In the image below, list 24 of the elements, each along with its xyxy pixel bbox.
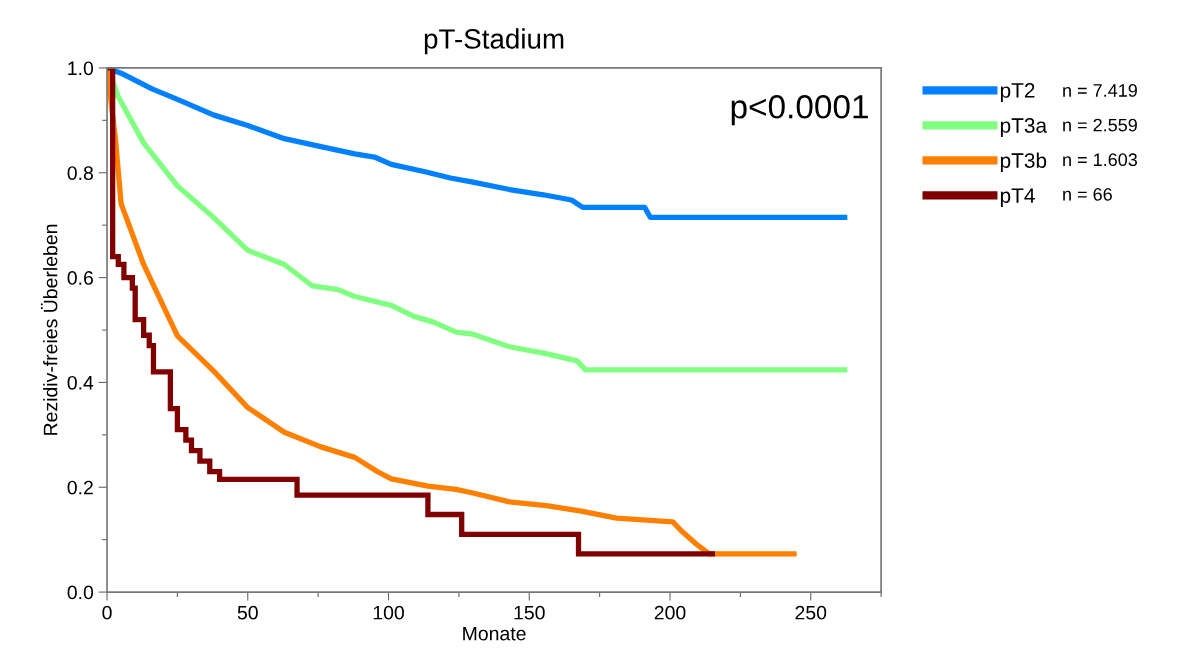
legend-label: pT2 — [1000, 83, 1035, 102]
y-axis-title: Rezidiv-freies Überleben — [40, 224, 58, 435]
chart-title: pT-Stadium — [424, 28, 564, 55]
text: n = 1.603 — [1063, 153, 1138, 167]
y-tick-label: 0.8 — [67, 166, 93, 180]
legend-label: pT3b — [1000, 152, 1047, 173]
x-tick-label: 100 — [373, 605, 404, 620]
y-tick-label: 0.6 — [67, 271, 93, 285]
y-tick-label: 0.2 — [67, 480, 93, 495]
annotation: p<0.0001 — [731, 95, 868, 126]
text: n = 7.419 — [1063, 84, 1137, 97]
x-tick-label: 250 — [795, 605, 827, 620]
x-axis-title: Monate — [463, 626, 526, 641]
legend-label: pT4 — [1000, 188, 1035, 208]
x-tick-label: 200 — [654, 605, 686, 620]
text: n = 66 — [1063, 187, 1112, 201]
y-tick-label: 1.0 — [68, 61, 94, 76]
x-tick-label: 0 — [102, 605, 112, 620]
x-tick-label: 150 — [514, 605, 545, 620]
text: n = 2.559 — [1063, 118, 1137, 132]
legend-label: pT3a — [1000, 118, 1048, 137]
y-tick-label: 0.4 — [67, 375, 94, 390]
x-tick-label: 50 — [237, 605, 258, 620]
y-tick-label: 0.0 — [67, 585, 94, 600]
